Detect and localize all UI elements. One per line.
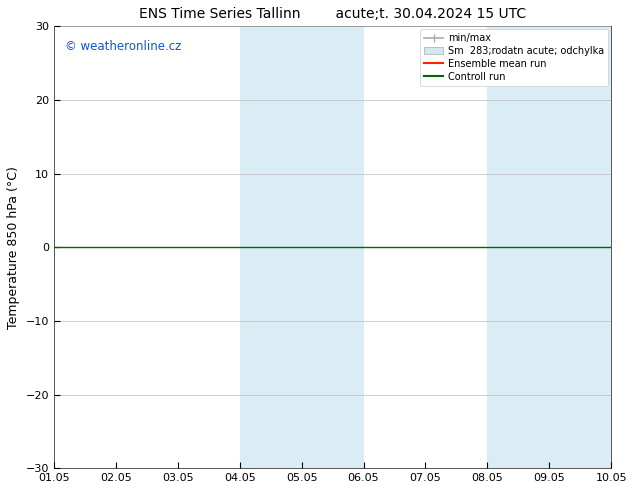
Bar	[240, 26, 302, 468]
Bar	[549, 26, 611, 468]
Text: © weatheronline.cz: © weatheronline.cz	[65, 40, 181, 52]
Title: ENS Time Series Tallinn        acute;t. 30.04.2024 15 UTC: ENS Time Series Tallinn acute;t. 30.04.2…	[139, 7, 526, 21]
Legend: min/max, Sm  283;rodatn acute; odchylka, Ensemble mean run, Controll run: min/max, Sm 283;rodatn acute; odchylka, …	[420, 29, 609, 86]
Bar	[302, 26, 363, 468]
Y-axis label: Temperature 850 hPa (°C): Temperature 850 hPa (°C)	[7, 166, 20, 329]
Bar	[488, 26, 549, 468]
